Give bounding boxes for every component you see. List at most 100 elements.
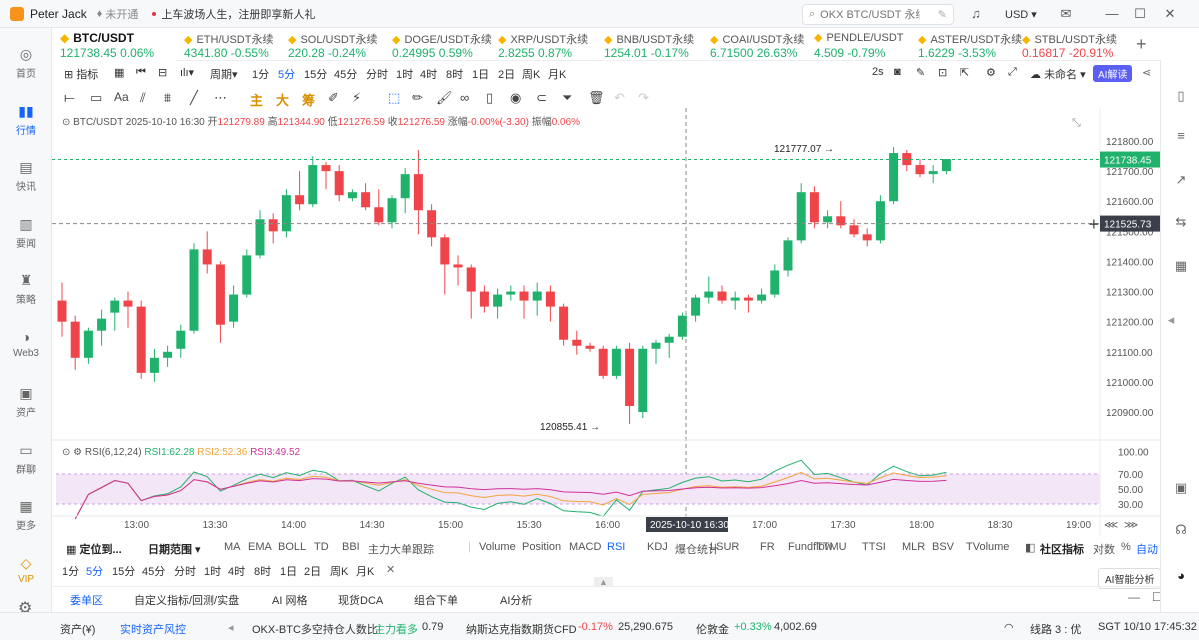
tf-5[interactable]: 1时 <box>204 566 222 578</box>
magnet2-icon[interactable]: ⊂ <box>536 90 547 105</box>
candle-body[interactable] <box>400 174 410 199</box>
interval-5[interactable]: 1时 <box>396 69 414 81</box>
candle-body[interactable] <box>215 264 225 325</box>
playback-icon[interactable]: ⏮ <box>136 66 146 78</box>
sidebar-item-4[interactable]: ♜ 策略 <box>0 272 52 306</box>
sub-indicator-3[interactable]: RSI <box>607 541 626 553</box>
candle-body[interactable] <box>875 201 885 241</box>
tf-0[interactable]: 1分 <box>62 566 80 578</box>
candle-body[interactable] <box>387 198 397 223</box>
expand-panel-icon[interactable]: ▲ <box>594 577 613 587</box>
link-icon[interactable]: ∞ <box>460 90 470 105</box>
candle-body[interactable] <box>849 225 859 235</box>
candle-body[interactable] <box>440 237 450 265</box>
tf-1[interactable]: 5分 <box>86 566 104 578</box>
sub-indicator-12[interactable]: BSV <box>932 541 955 553</box>
candle-body[interactable] <box>836 216 846 226</box>
candle-body[interactable] <box>704 291 714 298</box>
ticker-5[interactable]: ◆ BNB/USDT永续 1254.01 -0.17% <box>596 28 702 61</box>
sidebar-item-1[interactable]: ▮▮ 行情 <box>0 103 52 137</box>
maximize-icon[interactable]: ☐ <box>1134 6 1146 21</box>
candle-body[interactable] <box>347 192 357 199</box>
headset-icon[interactable]: ☊ <box>1175 522 1187 537</box>
main-indicator-0[interactable]: MA <box>224 541 241 553</box>
eye-icon[interactable]: ◉ <box>510 90 522 105</box>
rect-tool-icon[interactable]: ▭ <box>90 90 103 105</box>
calc-icon[interactable]: ▦ <box>1174 258 1188 273</box>
trend-icon[interactable]: ↗ <box>1175 172 1187 187</box>
candle-body[interactable] <box>519 291 529 301</box>
ticker-4[interactable]: ◆ XRP/USDT永续 2.8255 0.87% <box>490 28 596 61</box>
tf-10[interactable]: 周K <box>330 566 349 578</box>
fib-tool-icon[interactable]: ⫽ <box>140 90 146 105</box>
calendar-icon[interactable]: ▦ <box>114 67 125 79</box>
gold-label[interactable]: 伦敦金 <box>696 624 729 636</box>
search-input[interactable] <box>820 8 921 21</box>
tab-5[interactable]: AI分析 <box>500 595 533 607</box>
auto-toggle[interactable]: 自动 <box>1136 544 1158 556</box>
interval-7[interactable]: 8时 <box>446 69 464 81</box>
candle-body[interactable] <box>479 291 489 307</box>
main-label-3[interactable]: 筹 <box>302 93 316 108</box>
candle-body[interactable] <box>255 219 265 256</box>
log-toggle[interactable]: 对数 <box>1093 544 1115 556</box>
pattern-tool-icon[interactable]: ⩩ <box>164 90 171 105</box>
news-ticker[interactable]: 上车波场人生，注册即享新人礼 <box>161 8 316 21</box>
ruler-icon[interactable]: ✏ <box>412 90 423 105</box>
main-indicator-5[interactable]: 主力大单跟踪 <box>368 544 434 556</box>
asset-label[interactable]: 资产(¥) <box>60 624 96 636</box>
candle-body[interactable] <box>176 330 186 349</box>
clipboard-icon[interactable]: ▯ <box>486 90 494 105</box>
tab-2[interactable]: AI 网格 <box>272 595 308 607</box>
trash-icon[interactable]: 🗑 <box>588 90 605 105</box>
indicator-button[interactable]: ⊞ 指标 <box>64 69 99 81</box>
crop-icon[interactable]: ⊡ <box>938 67 948 79</box>
magnet-icon[interactable]: ⚡ <box>352 90 362 105</box>
sub-indicator-7[interactable]: FR <box>760 541 775 553</box>
candle-body[interactable] <box>123 300 133 307</box>
ticker-1[interactable]: ◆ ETH/USDT永续 4341.80 -0.55% <box>176 28 280 61</box>
add-alert-icon[interactable]: + <box>1088 217 1100 233</box>
ticker-8[interactable]: ◆ ASTER/USDT永续 1.6229 -3.53% <box>910 28 1022 61</box>
nasdaq-label[interactable]: 纳斯达克指数期货CFD <box>466 624 577 636</box>
interval-11[interactable]: 月K <box>548 69 567 81</box>
price-chart[interactable]: 121800.00 121700.00 121600.00 121500.00 1214… <box>52 108 1160 536</box>
candle-body[interactable] <box>202 249 212 265</box>
ray-tool-icon[interactable]: ╱ <box>190 90 198 105</box>
candle-body[interactable] <box>625 348 635 406</box>
candle-body[interactable] <box>664 336 674 343</box>
undo-icon[interactable]: ↶ <box>614 90 625 105</box>
interval-2[interactable]: 15分 <box>304 69 328 81</box>
interval-0[interactable]: 1分 <box>252 69 270 81</box>
candle-body[interactable] <box>611 348 621 376</box>
candle-body[interactable] <box>677 315 687 337</box>
sub-indicator-4[interactable]: KDJ <box>647 541 668 553</box>
candle-body[interactable] <box>453 264 463 268</box>
verify-badge[interactable]: ♦ 未开通 <box>96 7 139 21</box>
sub-indicator-2[interactable]: MACD <box>569 541 602 553</box>
camera-icon[interactable]: ◙ <box>894 66 901 78</box>
candle-body[interactable] <box>796 192 806 241</box>
edit-box-icon[interactable]: ✐ <box>328 90 339 105</box>
list-icon[interactable]: ≡ <box>1177 128 1185 143</box>
candle-body[interactable] <box>717 291 727 301</box>
tf-2[interactable]: 15分 <box>112 566 136 578</box>
folder-icon[interactable]: ▣ <box>1174 480 1188 495</box>
tf-close-icon[interactable]: ✕ <box>386 564 396 576</box>
candle-body[interactable] <box>189 249 199 331</box>
sidebar-item-5[interactable]: ◑ Web3 <box>0 329 52 359</box>
candle-body[interactable] <box>559 306 569 340</box>
candle-body[interactable] <box>770 270 780 295</box>
interval-1[interactable]: 5分 <box>278 69 296 81</box>
candle-body[interactable] <box>532 291 542 301</box>
cursor-icon[interactable]: ⬚ <box>388 90 401 105</box>
candle-body[interactable] <box>651 342 661 349</box>
tf-4[interactable]: 分时 <box>174 566 196 578</box>
compare-icon[interactable]: ⇆ <box>1175 214 1187 229</box>
fullscreen-icon[interactable]: ⤢ <box>1008 66 1017 78</box>
redo-icon[interactable]: ↷ <box>638 90 649 105</box>
ticker-2[interactable]: ◆ SOL/USDT永续 220.28 -0.24% <box>280 28 384 61</box>
candle-body[interactable] <box>361 192 371 208</box>
candle-body[interactable] <box>268 219 278 232</box>
currency-select[interactable]: USD ▾ <box>1005 9 1037 21</box>
